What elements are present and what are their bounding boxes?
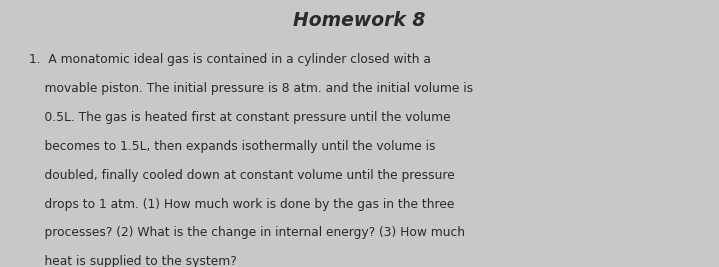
Text: drops to 1 atm. (1) How much work is done by the gas in the three: drops to 1 atm. (1) How much work is don… xyxy=(29,198,454,211)
Text: heat is supplied to the system?: heat is supplied to the system? xyxy=(29,255,237,267)
Text: 1.  A monatomic ideal gas is contained in a cylinder closed with a: 1. A monatomic ideal gas is contained in… xyxy=(29,53,431,66)
Text: 0.5L. The gas is heated first at constant pressure until the volume: 0.5L. The gas is heated first at constan… xyxy=(29,111,450,124)
Text: movable piston. The initial pressure is 8 atm. and the initial volume is: movable piston. The initial pressure is … xyxy=(29,82,473,95)
Text: Homework 8: Homework 8 xyxy=(293,11,426,30)
Text: doubled, finally cooled down at constant volume until the pressure: doubled, finally cooled down at constant… xyxy=(29,169,454,182)
Text: processes? (2) What is the change in internal energy? (3) How much: processes? (2) What is the change in int… xyxy=(29,226,464,239)
Text: becomes to 1.5L, then expands isothermally until the volume is: becomes to 1.5L, then expands isothermal… xyxy=(29,140,435,153)
